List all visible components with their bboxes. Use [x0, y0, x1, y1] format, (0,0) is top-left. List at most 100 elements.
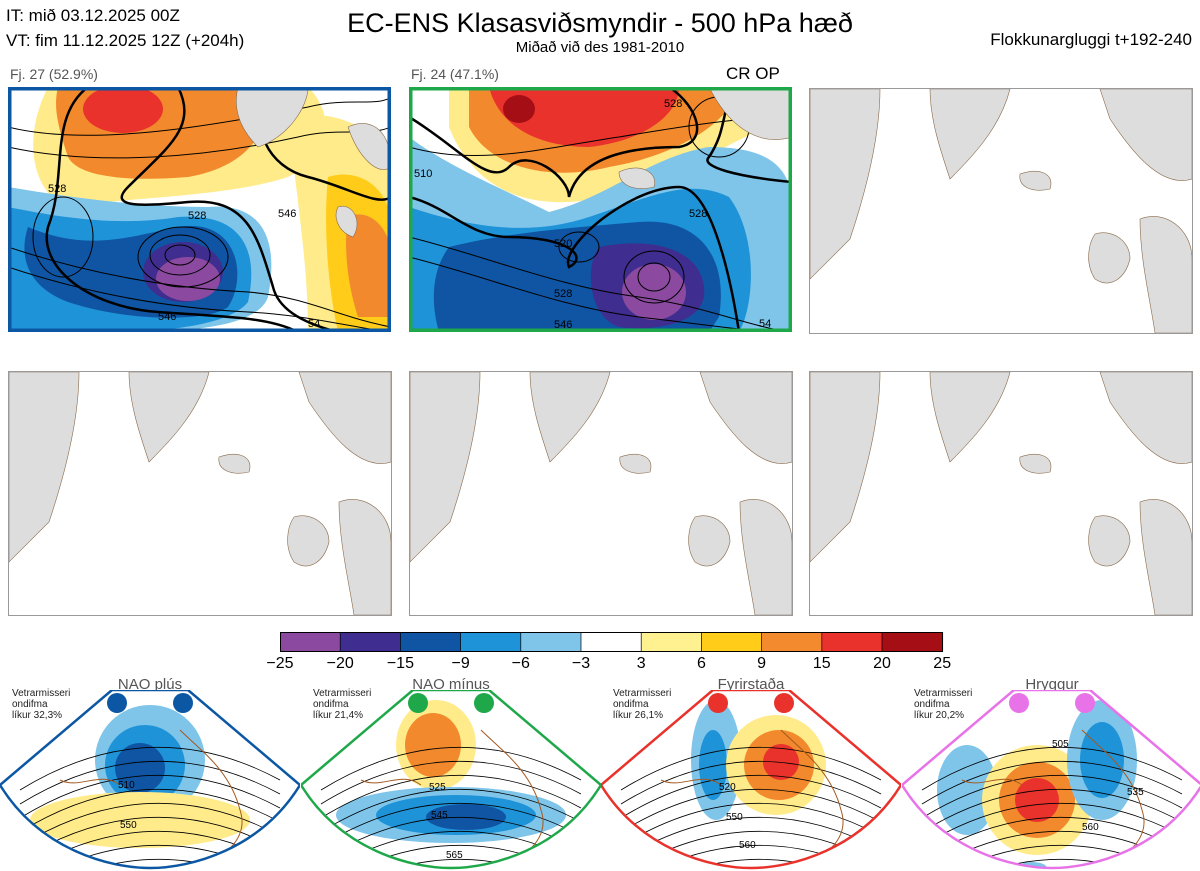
- empty-map-3: [809, 88, 1193, 334]
- cluster-2-tag: CR OP: [726, 64, 780, 83]
- regime-contour-label: 550: [726, 812, 743, 823]
- height-contour: [921, 774, 1183, 819]
- anomaly-area: [1080, 722, 1124, 798]
- regime-contour-label: 550: [120, 820, 137, 831]
- anomaly-area: [426, 804, 506, 830]
- cluster-2-contour-label: 54: [759, 318, 771, 330]
- page-subtitle: Miðað við des 1981-2010: [515, 39, 685, 56]
- height-contour: [19, 746, 281, 791]
- height-contour: [19, 774, 281, 819]
- regime-contour-label: 525: [429, 782, 446, 793]
- regime-contour-label: 560: [739, 840, 756, 851]
- height-contour: [320, 858, 582, 868]
- colorbar-tick-label: 6: [696, 655, 706, 672]
- regime-contour-label: 505: [1052, 739, 1069, 750]
- colorbar-cell: [821, 632, 883, 652]
- colorbar-tick-label: −25: [266, 655, 294, 672]
- colorbar-cell: [460, 632, 522, 652]
- height-contour: [19, 788, 281, 833]
- cluster-1-contour-label: 528: [48, 183, 66, 195]
- regime-marker-dot: [107, 693, 127, 713]
- valid-time: VT: fim 11.12.2025 12Z (+204h): [6, 31, 245, 50]
- height-contour: [320, 746, 582, 791]
- cluster-2-contour-label: 510: [414, 168, 432, 180]
- page-title: EC-ENS Klasasviðsmyndir - 500 hPa hæð: [347, 8, 853, 38]
- colorbar-cell: [339, 632, 402, 652]
- height-contour: [620, 802, 882, 847]
- regime-frame: [601, 690, 901, 870]
- height-contour: [19, 858, 281, 868]
- empty-map-6: [809, 371, 1193, 616]
- regime-contour-label: 545: [431, 810, 448, 821]
- anomaly-area: [1015, 778, 1059, 822]
- cluster-1-contour-label: 54: [308, 318, 320, 330]
- height-contour: [620, 858, 882, 868]
- colorbar-tick-label: 15: [812, 655, 831, 672]
- height-contour: [320, 802, 582, 847]
- initial-time: IT: mið 03.12.2025 00Z: [6, 6, 180, 25]
- colorbar-cell: [761, 632, 823, 652]
- regime-frame: [902, 690, 1200, 870]
- colorbar-tick-label: −9: [451, 655, 470, 672]
- cluster-2-label: Fj. 24 (47.1%): [411, 66, 499, 82]
- empty-map-5: [409, 371, 793, 616]
- cluster-2-contour-label: 528: [554, 288, 572, 300]
- cluster-1-contour-label: 528: [188, 210, 206, 222]
- colorbar-tick-label: −6: [511, 655, 530, 672]
- regime-frame: [301, 690, 601, 870]
- anomaly-area: [937, 745, 997, 835]
- regime-title: Hryggur: [1025, 676, 1079, 693]
- regime-marker-dot: [1075, 693, 1095, 713]
- colorbar-cell: [881, 632, 944, 652]
- colorbar-tick-label: 3: [636, 655, 646, 672]
- height-contour: [320, 788, 582, 833]
- empty-map-4: [8, 371, 392, 616]
- anomaly-area: [30, 792, 250, 848]
- anomaly-area: [115, 743, 165, 793]
- height-contour: [320, 774, 582, 819]
- regime-marker-dot: [1009, 693, 1029, 713]
- cluster-2-map: 510 520 528 528 546 528 54: [409, 87, 792, 332]
- colorbar-cell: [580, 632, 643, 652]
- regime-marker-dot: [708, 693, 728, 713]
- colorbar-tick-label: 20: [873, 655, 891, 672]
- height-contour: [921, 760, 1183, 805]
- regime-note: Vetrarmisseri ondifma líkur 32,3%: [12, 688, 71, 721]
- cluster-2-contour-label: 520: [554, 238, 572, 250]
- regime-map: 525 545 565: [301, 690, 601, 870]
- regime-note: Vetrarmisseri ondifma líkur 21,4%: [313, 688, 372, 721]
- colorbar-cell: [640, 632, 703, 652]
- regime-marker-dot: [774, 693, 794, 713]
- anomaly-area: [699, 730, 727, 800]
- regime-contour-label: 565: [446, 850, 463, 861]
- cluster-1-contour-label: 546: [158, 311, 176, 323]
- cluster-1-map: 520 528 546 546 54 528: [8, 87, 391, 332]
- classification-window: Flokkunargluggi t+192-240: [990, 30, 1192, 49]
- colorbar-tick-label: −20: [326, 655, 354, 672]
- height-contour: [19, 802, 281, 847]
- height-contour: [19, 760, 281, 805]
- anomaly-area: [405, 713, 461, 777]
- height-contour: [320, 760, 582, 805]
- height-contour: [921, 802, 1183, 847]
- height-contour: [921, 858, 1183, 868]
- height-contour: [921, 788, 1183, 833]
- regime-contour-label: 535: [1127, 787, 1144, 798]
- regime-map: 520 550 560: [601, 690, 901, 870]
- regime-marker-dot: [173, 693, 193, 713]
- cluster-1-contour-label: 546: [278, 208, 296, 220]
- regime-marker-dot: [408, 693, 428, 713]
- cluster-2-contour-label: 546: [554, 319, 572, 331]
- regime-note: Vetrarmisseri ondifma líkur 26,1%: [613, 688, 672, 721]
- regime-title: NAO mínus: [412, 676, 490, 693]
- regime-title: NAO plús: [117, 676, 183, 693]
- cluster-1-label: Fj. 27 (52.9%): [10, 66, 98, 82]
- colorbar-tick-label: −3: [571, 655, 591, 672]
- regime-map: 510 550: [0, 690, 300, 870]
- regime-title: Fyrirstaða: [717, 676, 785, 693]
- regime-note: Vetrarmisseri ondifma líkur 20,2%: [914, 688, 973, 721]
- colorbar-cell: [520, 632, 582, 652]
- colorbar-cell: [701, 632, 763, 652]
- regime-frame: [0, 690, 300, 870]
- colorbar-cell: [280, 632, 342, 652]
